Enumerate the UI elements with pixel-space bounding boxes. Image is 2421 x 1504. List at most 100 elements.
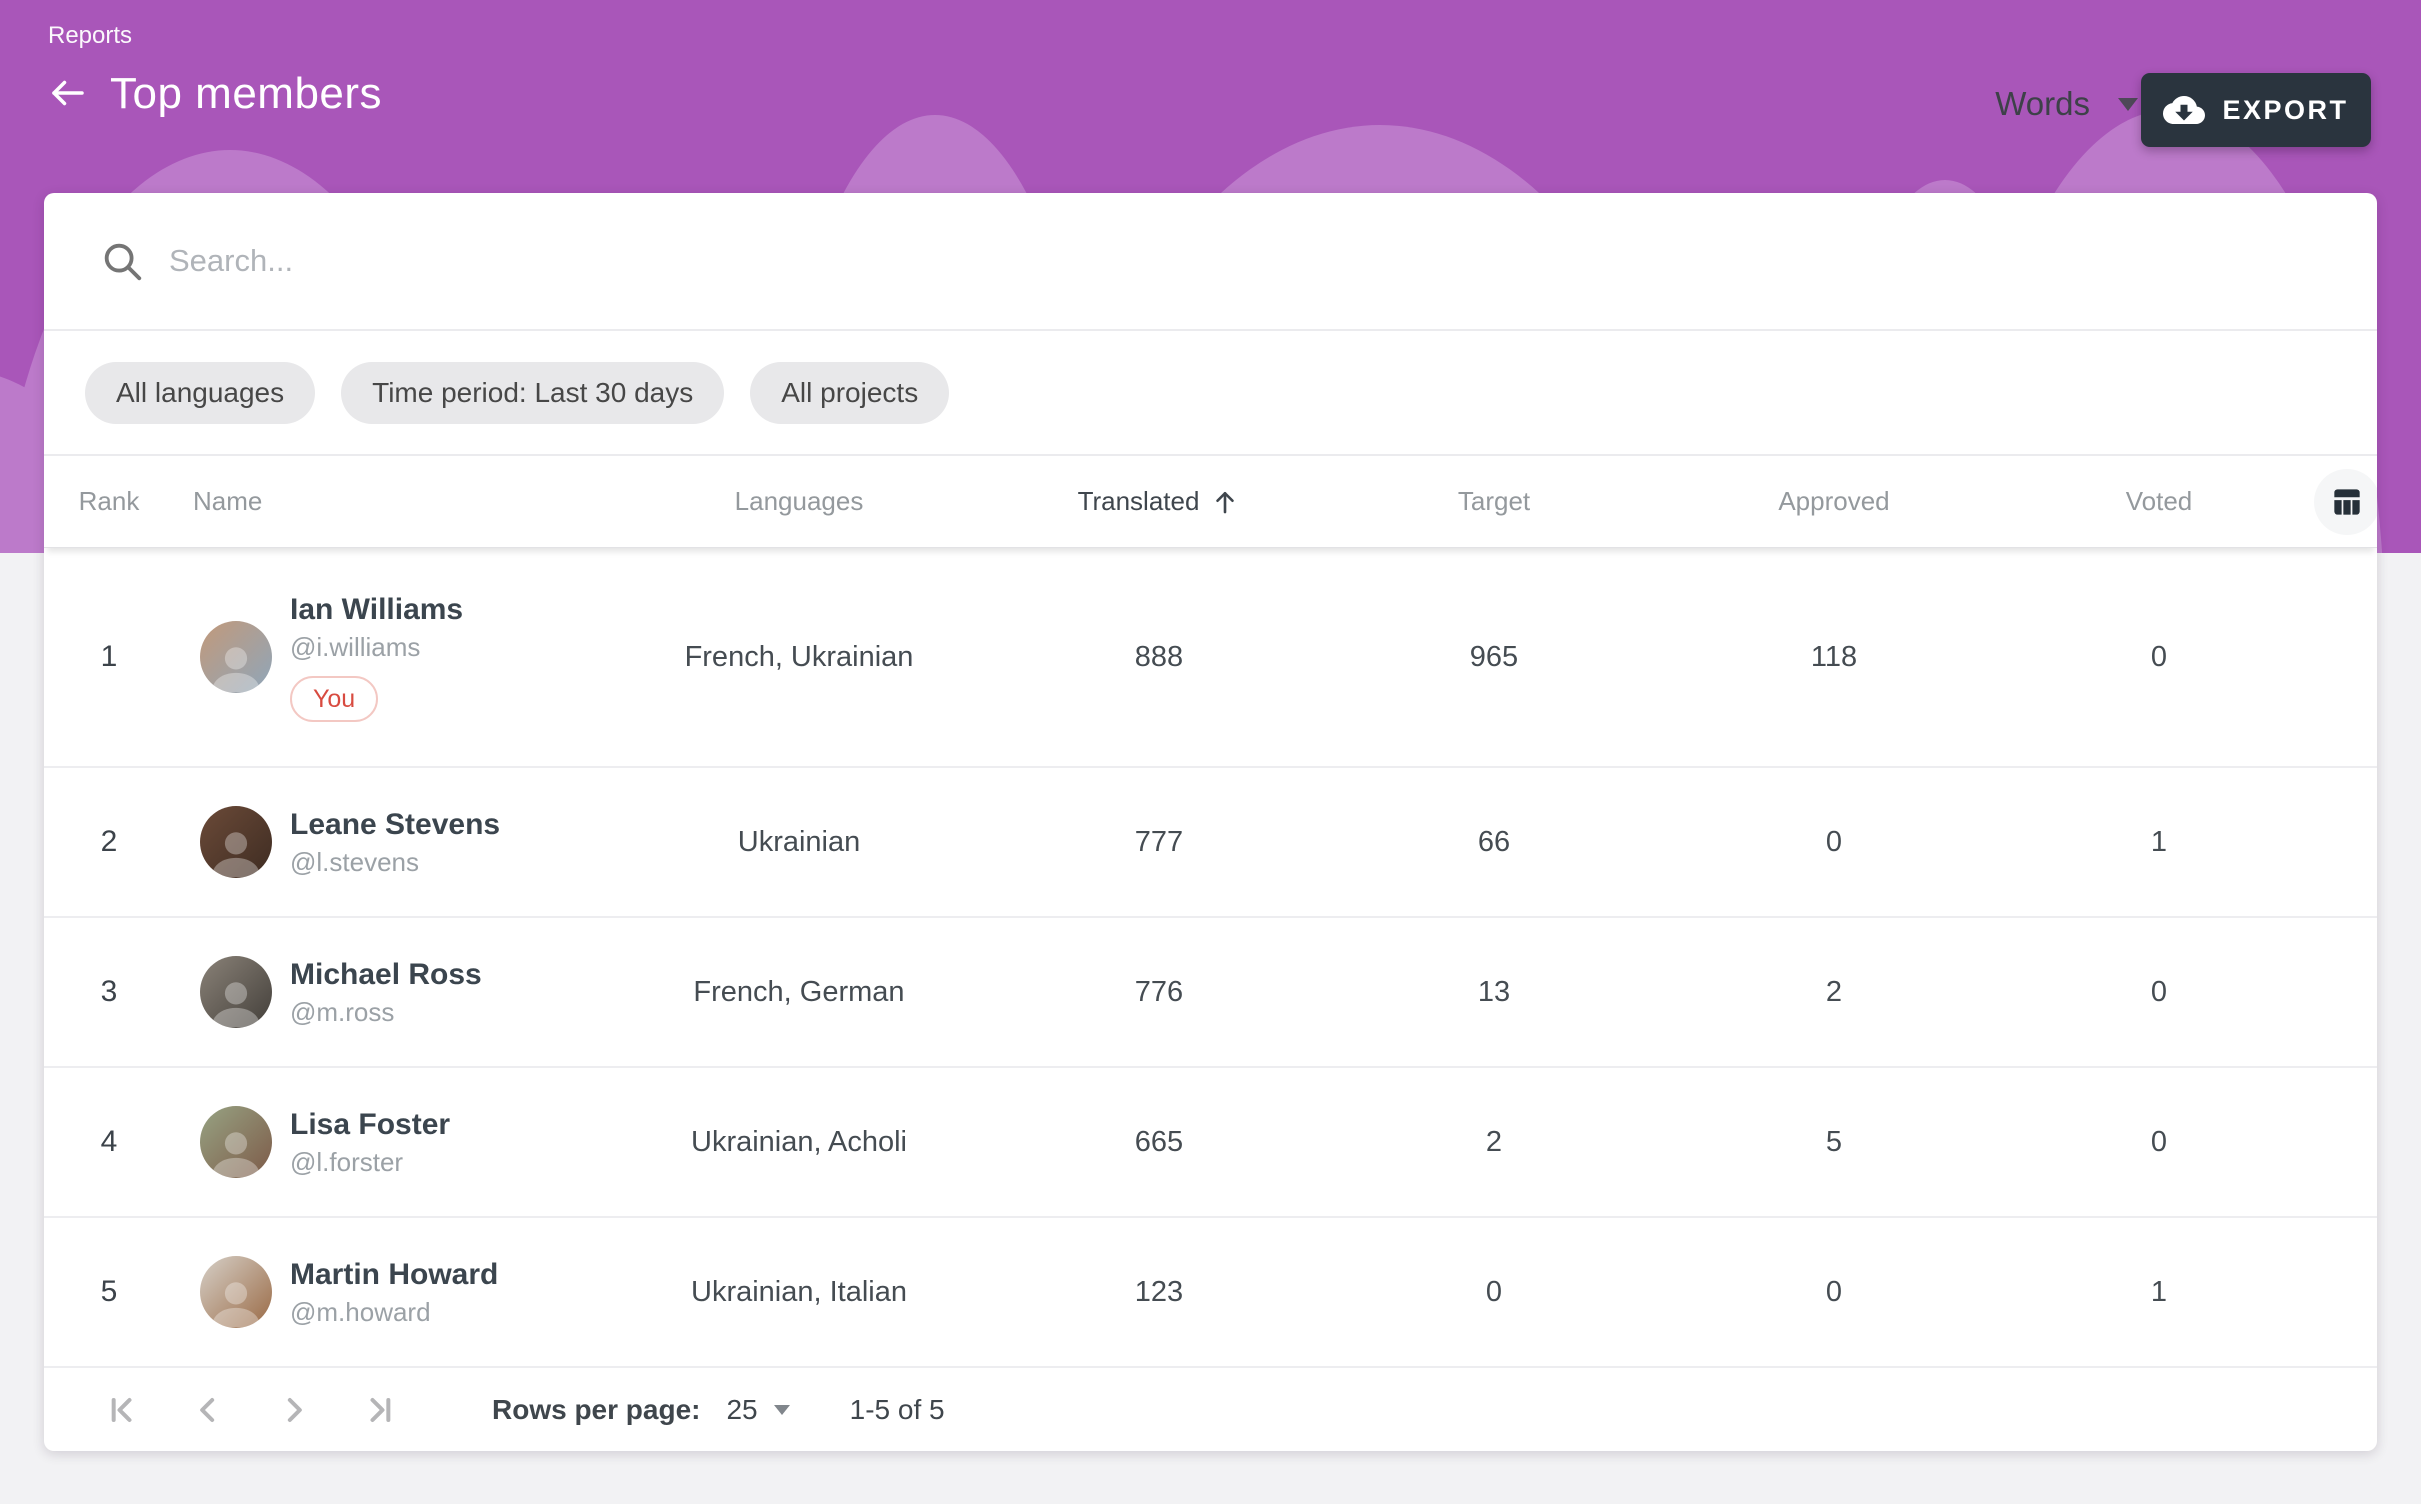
table-row: 4 Lisa Foster @l.forster Ukrainian, Acho… [44,1068,2377,1218]
languages-cell: French, German [693,975,905,1008]
name-cell: Lisa Foster @l.forster [174,1106,604,1178]
name-cell: Leane Stevens @l.stevens [174,806,604,878]
target-cell: 66 [1477,825,1511,858]
column-header-voted[interactable]: Voted [2125,486,2193,516]
translated-cell: 888 [1134,640,1184,673]
filter-chip-label: All languages [116,376,285,408]
languages-cell: Ukrainian, Acholi [691,1125,907,1158]
approved-cell: 0 [1825,825,1843,858]
title-row: Top members [40,66,382,122]
column-settings-button[interactable] [2314,468,2377,535]
translated-cell: 123 [1134,1275,1184,1308]
translated-cell: 776 [1134,975,1184,1008]
rank-cell: 2 [100,825,118,858]
pagination-range: 1-5 of 5 [849,1393,945,1425]
approved-cell: 118 [1810,640,1858,673]
filter-chip-languages[interactable]: All languages [85,361,316,424]
voted-cell: 0 [2150,975,2168,1008]
first-page-button[interactable] [100,1388,144,1432]
table-row: 1 Ian Williams @i.williams You French, U… [44,548,2377,768]
member-name: Lisa Foster [290,1108,451,1141]
languages-cell: Ukrainian [737,825,861,858]
translated-cell: 665 [1134,1125,1184,1158]
column-header-name[interactable]: Name [193,486,263,516]
translated-cell: 777 [1134,825,1184,858]
avatar [200,1106,272,1178]
rows-per-page-value: 25 [726,1393,758,1425]
page-last-icon [360,1390,400,1430]
column-header-target[interactable]: Target [1457,486,1531,516]
target-cell: 13 [1477,975,1511,1008]
target-cell: 0 [1485,1275,1503,1308]
back-button[interactable] [40,66,96,122]
member-name: Michael Ross [290,958,482,991]
member-username: @m.ross [290,997,395,1027]
table-row: 5 Martin Howard @m.howard Ukrainian, Ita… [44,1218,2377,1368]
table-header: Rank Name Languages Translated Target Ap… [44,456,2377,548]
member-name: Ian Williams [290,593,464,626]
voted-cell: 1 [2150,825,2168,858]
member-username: @l.forster [290,1147,404,1177]
last-page-button[interactable] [358,1388,402,1432]
name-cell: Michael Ross @m.ross [174,956,604,1028]
target-cell: 2 [1485,1125,1503,1158]
chevron-left-icon [188,1390,228,1430]
member-identity: Martin Howard @m.howard [290,1257,498,1327]
filter-chip-label: All projects [781,376,919,408]
table-row: 3 Michael Ross @m.ross French, German 77… [44,918,2377,1068]
export-button-label: EXPORT [2222,94,2349,125]
table-row: 2 Leane Stevens @l.stevens Ukrainian 777… [44,768,2377,918]
column-header-translated[interactable]: Translated [994,486,1324,517]
export-button[interactable]: EXPORT [2141,73,2371,147]
report-card: All languages Time period: Last 30 days … [44,193,2377,1451]
chevron-down-icon [773,1404,790,1415]
next-page-button[interactable] [272,1388,316,1432]
column-header-rank[interactable]: Rank [78,486,140,516]
unit-selector-value: Words [1995,85,2090,122]
avatar [200,956,272,1028]
member-name: Martin Howard [290,1258,499,1291]
breadcrumb[interactable]: Reports [48,22,133,49]
rank-cell: 5 [100,1275,118,1308]
name-cell: Ian Williams @i.williams You [174,592,604,722]
rows-per-page-select[interactable]: 25 [726,1393,790,1426]
unit-selector[interactable]: Words [1995,85,2138,123]
member-username: @l.stevens [290,847,419,877]
avatar [200,621,272,693]
search-icon [99,238,145,284]
member-identity: Ian Williams @i.williams You [290,592,463,722]
avatar [200,806,272,878]
voted-cell: 0 [2150,1125,2168,1158]
approved-cell: 2 [1825,975,1843,1008]
column-header-languages[interactable]: Languages [734,486,864,516]
chevron-right-icon [274,1390,314,1430]
search-bar [44,193,2377,331]
voted-cell: 1 [2150,1275,2168,1308]
arrow-left-icon [47,72,89,117]
filter-chip-projects[interactable]: All projects [750,361,950,424]
member-name: Leane Stevens [290,808,501,841]
target-cell: 965 [1469,640,1519,673]
previous-page-button[interactable] [186,1388,230,1432]
page-title: Top members [110,69,383,118]
table-columns-icon [2328,483,2366,521]
name-cell: Martin Howard @m.howard [174,1256,604,1328]
filter-chip-time-period[interactable]: Time period: Last 30 days [341,361,725,424]
languages-cell: French, Ukrainian [684,640,914,673]
page-first-icon [102,1390,142,1430]
column-header-label: Translated [1077,486,1200,516]
languages-cell: Ukrainian, Italian [691,1275,907,1308]
pagination-bar: Rows per page: 25 1-5 of 5 [44,1368,2377,1451]
member-username: @i.williams [290,632,421,662]
rank-cell: 3 [100,975,118,1008]
filter-chips: All languages Time period: Last 30 days … [44,331,2377,456]
member-identity: Leane Stevens @l.stevens [290,807,500,877]
member-username: @m.howard [290,1297,431,1327]
search-input[interactable] [167,242,2377,280]
member-identity: Lisa Foster @l.forster [290,1107,450,1177]
table-body: 1 Ian Williams @i.williams You French, U… [44,548,2377,1368]
filter-chip-label: Time period: Last 30 days [372,376,694,408]
chevron-down-icon [2118,97,2138,111]
column-header-approved[interactable]: Approved [1778,486,1890,516]
